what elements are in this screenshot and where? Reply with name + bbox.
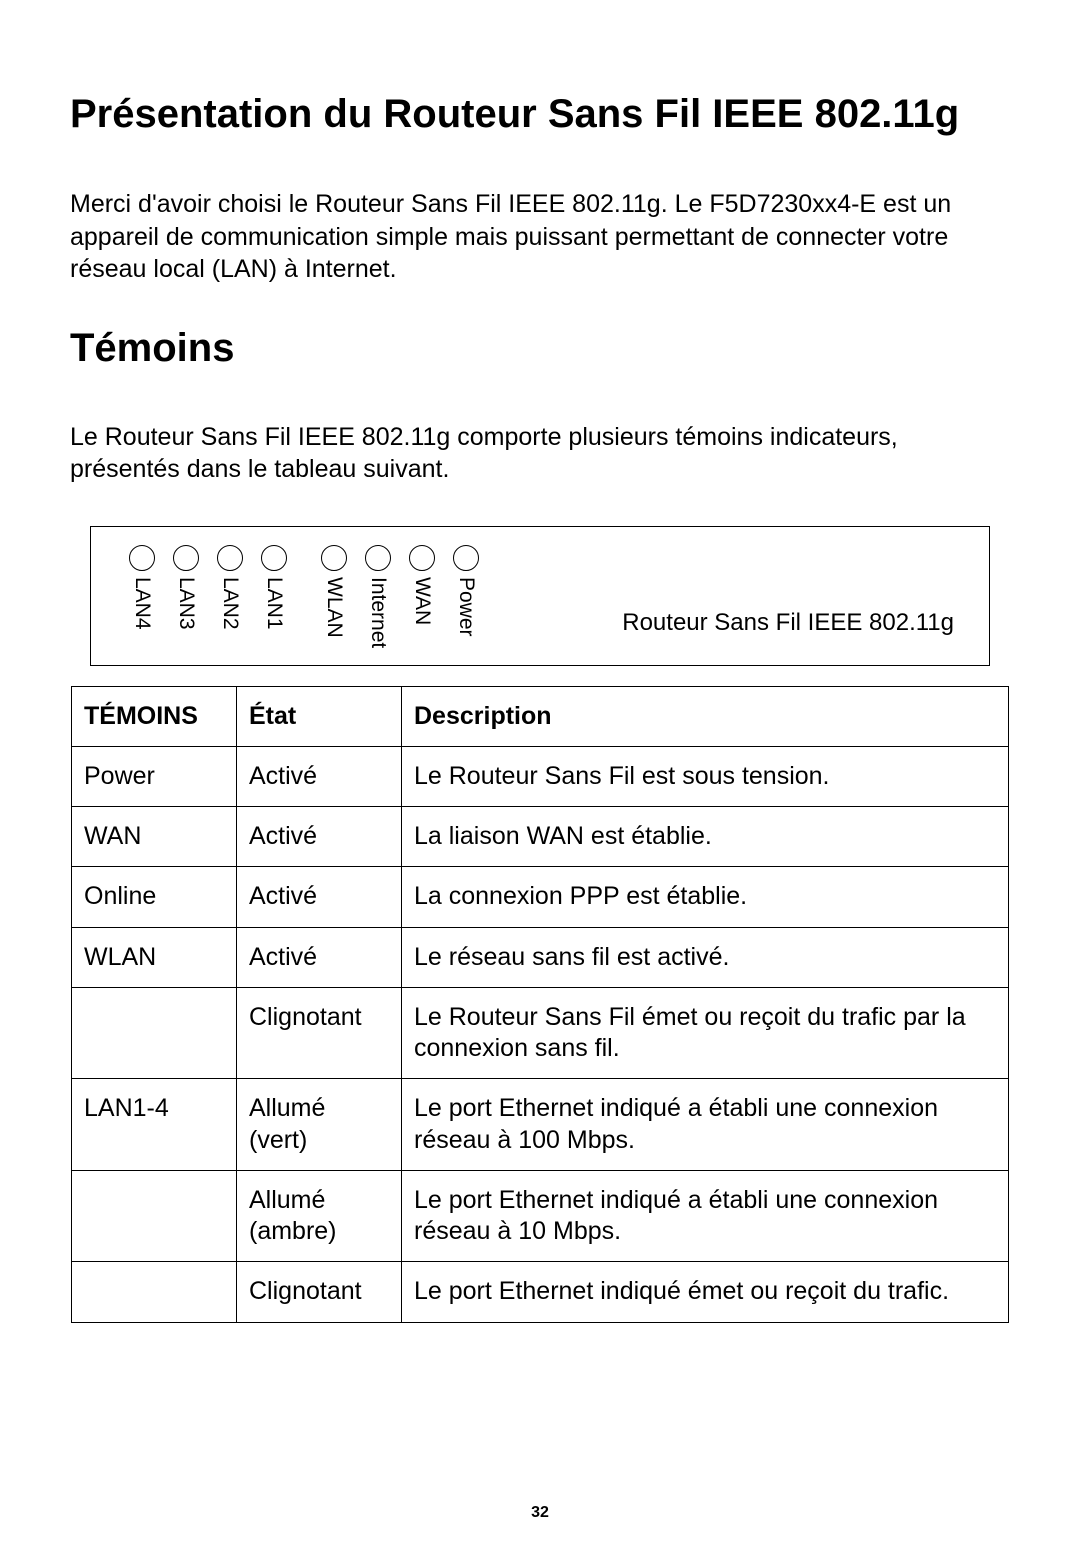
led-group-2: WLAN Internet WAN Power bbox=[318, 545, 482, 655]
table-header-cell: État bbox=[237, 686, 402, 746]
led-label: LAN2 bbox=[218, 577, 242, 655]
table-cell: Allumé (ambre) bbox=[237, 1170, 402, 1262]
led-item: LAN2 bbox=[214, 545, 246, 655]
table-cell: WLAN bbox=[72, 927, 237, 987]
table-cell: Activé bbox=[237, 746, 402, 806]
page-number: 32 bbox=[0, 1504, 1080, 1522]
table-cell: Le Routeur Sans Fil est sous tension. bbox=[402, 746, 1009, 806]
led-label: Power bbox=[454, 577, 478, 655]
table-header-cell: Description bbox=[402, 686, 1009, 746]
table-cell bbox=[72, 1262, 237, 1322]
table-body: PowerActivéLe Routeur Sans Fil est sous … bbox=[72, 746, 1009, 1322]
led-diagram-box: LAN4 LAN3 LAN2 LAN1 WLAN bbox=[90, 526, 990, 666]
page-title: Présentation du Routeur Sans Fil IEEE 80… bbox=[70, 90, 1010, 138]
led-item: WLAN bbox=[318, 545, 350, 655]
table-cell: WAN bbox=[72, 807, 237, 867]
table-cell: Clignotant bbox=[237, 1262, 402, 1322]
table-cell: Activé bbox=[237, 867, 402, 927]
table-cell: La liaison WAN est établie. bbox=[402, 807, 1009, 867]
led-item: LAN3 bbox=[170, 545, 202, 655]
led-groups: LAN4 LAN3 LAN2 LAN1 WLAN bbox=[126, 545, 482, 655]
intro-paragraph: Merci d'avoir choisi le Routeur Sans Fil… bbox=[70, 188, 1010, 286]
led-icon bbox=[365, 545, 391, 571]
led-group-1: LAN4 LAN3 LAN2 LAN1 bbox=[126, 545, 290, 655]
table-cell: Activé bbox=[237, 807, 402, 867]
led-label: LAN1 bbox=[262, 577, 286, 655]
table-cell: Power bbox=[72, 746, 237, 806]
led-item: Internet bbox=[362, 545, 394, 655]
led-icon bbox=[217, 545, 243, 571]
led-status-table: TÉMOINS État Description PowerActivéLe R… bbox=[71, 686, 1009, 1323]
table-cell: Allumé (vert) bbox=[237, 1079, 402, 1171]
table-row: PowerActivéLe Routeur Sans Fil est sous … bbox=[72, 746, 1009, 806]
table-row: WLANActivéLe réseau sans fil est activé. bbox=[72, 927, 1009, 987]
led-icon bbox=[129, 545, 155, 571]
table-row: WANActivéLa liaison WAN est établie. bbox=[72, 807, 1009, 867]
table-cell: Le port Ethernet indiqué a établi une co… bbox=[402, 1079, 1009, 1171]
led-label: WAN bbox=[410, 577, 434, 655]
table-cell: LAN1-4 bbox=[72, 1079, 237, 1171]
table-header-cell: TÉMOINS bbox=[72, 686, 237, 746]
led-label: LAN4 bbox=[130, 577, 154, 655]
table-row: ClignotantLe Routeur Sans Fil émet ou re… bbox=[72, 987, 1009, 1079]
table-cell: Le port Ethernet indiqué a établi une co… bbox=[402, 1170, 1009, 1262]
led-icon bbox=[261, 545, 287, 571]
table-cell: Le port Ethernet indiqué émet ou reçoit … bbox=[402, 1262, 1009, 1322]
table-row: LAN1-4Allumé (vert)Le port Ethernet indi… bbox=[72, 1079, 1009, 1171]
led-icon bbox=[173, 545, 199, 571]
led-icon bbox=[409, 545, 435, 571]
table-cell: Clignotant bbox=[237, 987, 402, 1079]
table-cell: Le Routeur Sans Fil émet ou reçoit du tr… bbox=[402, 987, 1009, 1079]
table-row: ClignotantLe port Ethernet indiqué émet … bbox=[72, 1262, 1009, 1322]
table-row: OnlineActivéLa connexion PPP est établie… bbox=[72, 867, 1009, 927]
led-label: LAN3 bbox=[174, 577, 198, 655]
table-row: Allumé (ambre)Le port Ethernet indiqué a… bbox=[72, 1170, 1009, 1262]
section-intro-paragraph: Le Routeur Sans Fil IEEE 802.11g comport… bbox=[70, 421, 1010, 486]
document-page: Présentation du Routeur Sans Fil IEEE 80… bbox=[0, 0, 1080, 1542]
led-item: LAN1 bbox=[258, 545, 290, 655]
led-item: Power bbox=[450, 545, 482, 655]
led-icon bbox=[321, 545, 347, 571]
led-icon bbox=[453, 545, 479, 571]
table-cell: Le réseau sans fil est activé. bbox=[402, 927, 1009, 987]
table-cell bbox=[72, 1170, 237, 1262]
table-cell: Activé bbox=[237, 927, 402, 987]
table-header-row: TÉMOINS État Description bbox=[72, 686, 1009, 746]
led-item: WAN bbox=[406, 545, 438, 655]
table-cell: La connexion PPP est établie. bbox=[402, 867, 1009, 927]
table-cell: Online bbox=[72, 867, 237, 927]
led-label: WLAN bbox=[322, 577, 346, 655]
device-label: Routeur Sans Fil IEEE 802.11g bbox=[622, 609, 954, 637]
table-cell bbox=[72, 987, 237, 1079]
led-item: LAN4 bbox=[126, 545, 158, 655]
led-label: Internet bbox=[366, 577, 390, 655]
section-heading: Témoins bbox=[70, 326, 1010, 371]
